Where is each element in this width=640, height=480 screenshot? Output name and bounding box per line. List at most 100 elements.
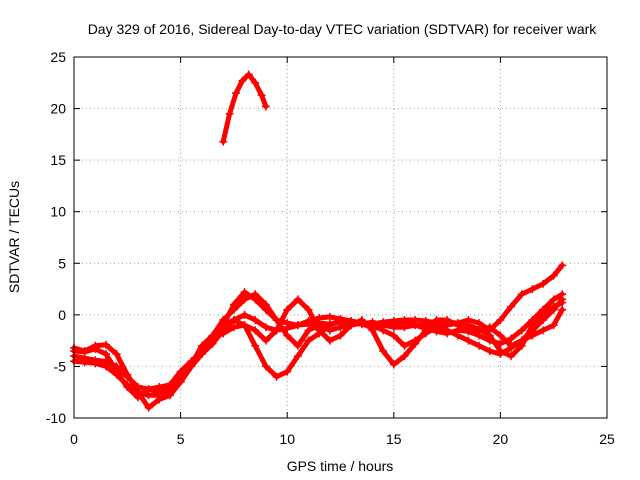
data-point — [496, 331, 505, 340]
data-point — [400, 341, 409, 350]
data-point — [421, 326, 430, 335]
data-point — [272, 326, 281, 335]
series-s1 — [219, 70, 270, 146]
data-point — [144, 385, 153, 394]
series-line — [220, 72, 269, 145]
data-point — [261, 323, 270, 332]
data-point — [101, 362, 110, 371]
y-axis-label: SDTVAR / TECUs — [6, 181, 22, 293]
chart-title: Day 329 of 2016, Sidereal Day-to-day VTE… — [88, 21, 598, 37]
data-point — [496, 346, 505, 355]
data-point — [283, 367, 292, 376]
data-point — [155, 395, 164, 404]
data-point — [112, 367, 121, 376]
data-point — [187, 362, 196, 371]
data-point — [240, 321, 249, 330]
data-point — [261, 362, 270, 371]
data-point — [517, 290, 526, 299]
data-point — [112, 350, 121, 359]
data-point — [261, 102, 270, 111]
data-point — [485, 331, 494, 340]
data-point — [443, 326, 452, 335]
axes: 0 5 10 15 20 25 -10 -5 0 5 10 15 20 25 — [46, 49, 615, 447]
data-point — [261, 300, 270, 309]
data-point — [101, 350, 110, 359]
data-point — [283, 305, 292, 314]
data-point — [155, 388, 164, 397]
x-tick-label: 10 — [279, 431, 295, 447]
data-point — [485, 346, 494, 355]
data-point — [315, 313, 324, 322]
data-point — [101, 340, 110, 349]
data-point — [315, 326, 324, 335]
data-point — [80, 346, 89, 355]
data-point — [304, 326, 313, 335]
data-point — [443, 316, 452, 325]
data-point — [528, 285, 537, 294]
data-point — [229, 305, 238, 314]
data-point — [528, 321, 537, 330]
data-point — [485, 323, 494, 332]
data-point — [400, 352, 409, 361]
data-point — [176, 377, 185, 386]
data-point — [229, 316, 238, 325]
data-point — [475, 326, 484, 335]
data-point — [539, 310, 548, 319]
data-point — [325, 312, 334, 321]
y-tick-label: -5 — [54, 358, 67, 374]
y-tick-label: 15 — [50, 152, 66, 168]
y-tick-label: 20 — [50, 101, 66, 117]
data-point — [283, 331, 292, 340]
data-point — [549, 271, 558, 280]
data-point — [304, 305, 313, 314]
data-point — [91, 341, 100, 350]
x-tick-label: 5 — [177, 431, 185, 447]
data-point — [549, 295, 558, 304]
data-point — [123, 383, 132, 392]
data-point — [325, 321, 334, 330]
data-point — [517, 336, 526, 345]
x-tick-label: 0 — [70, 431, 78, 447]
data-point — [293, 295, 302, 304]
data-point — [325, 336, 334, 345]
data-point — [232, 89, 241, 98]
y-tick-label: 5 — [58, 255, 66, 271]
x-tick-label: 15 — [386, 431, 402, 447]
data-point — [165, 391, 174, 400]
data-point — [379, 321, 388, 330]
data-point — [240, 310, 249, 319]
data-point — [389, 331, 398, 340]
data-point — [558, 305, 567, 314]
data-point — [379, 346, 388, 355]
data-point — [251, 341, 260, 350]
y-tick-label: -10 — [46, 410, 66, 426]
grid-lines — [74, 57, 607, 418]
data-point — [549, 302, 558, 311]
data-point — [528, 331, 537, 340]
data-point — [293, 341, 302, 350]
data-point — [251, 78, 260, 87]
data-point — [432, 316, 441, 325]
data-point — [389, 323, 398, 332]
data-point — [357, 316, 366, 325]
data-point — [336, 331, 345, 340]
data-point — [496, 316, 505, 325]
y-tick-label: 25 — [50, 49, 66, 65]
data-point — [453, 331, 462, 340]
data-point — [539, 279, 548, 288]
data-point — [251, 290, 260, 299]
data-point — [208, 333, 217, 342]
data-point — [347, 321, 356, 330]
data-point — [507, 341, 516, 350]
series-line — [210, 296, 565, 367]
data-point — [144, 403, 153, 412]
data-point — [197, 346, 206, 355]
plot-frame — [73, 56, 608, 419]
data-point — [558, 298, 567, 307]
y-tick-label: 10 — [50, 204, 66, 220]
data-point — [389, 360, 398, 369]
plot-area — [70, 70, 567, 412]
data-point — [549, 321, 558, 330]
